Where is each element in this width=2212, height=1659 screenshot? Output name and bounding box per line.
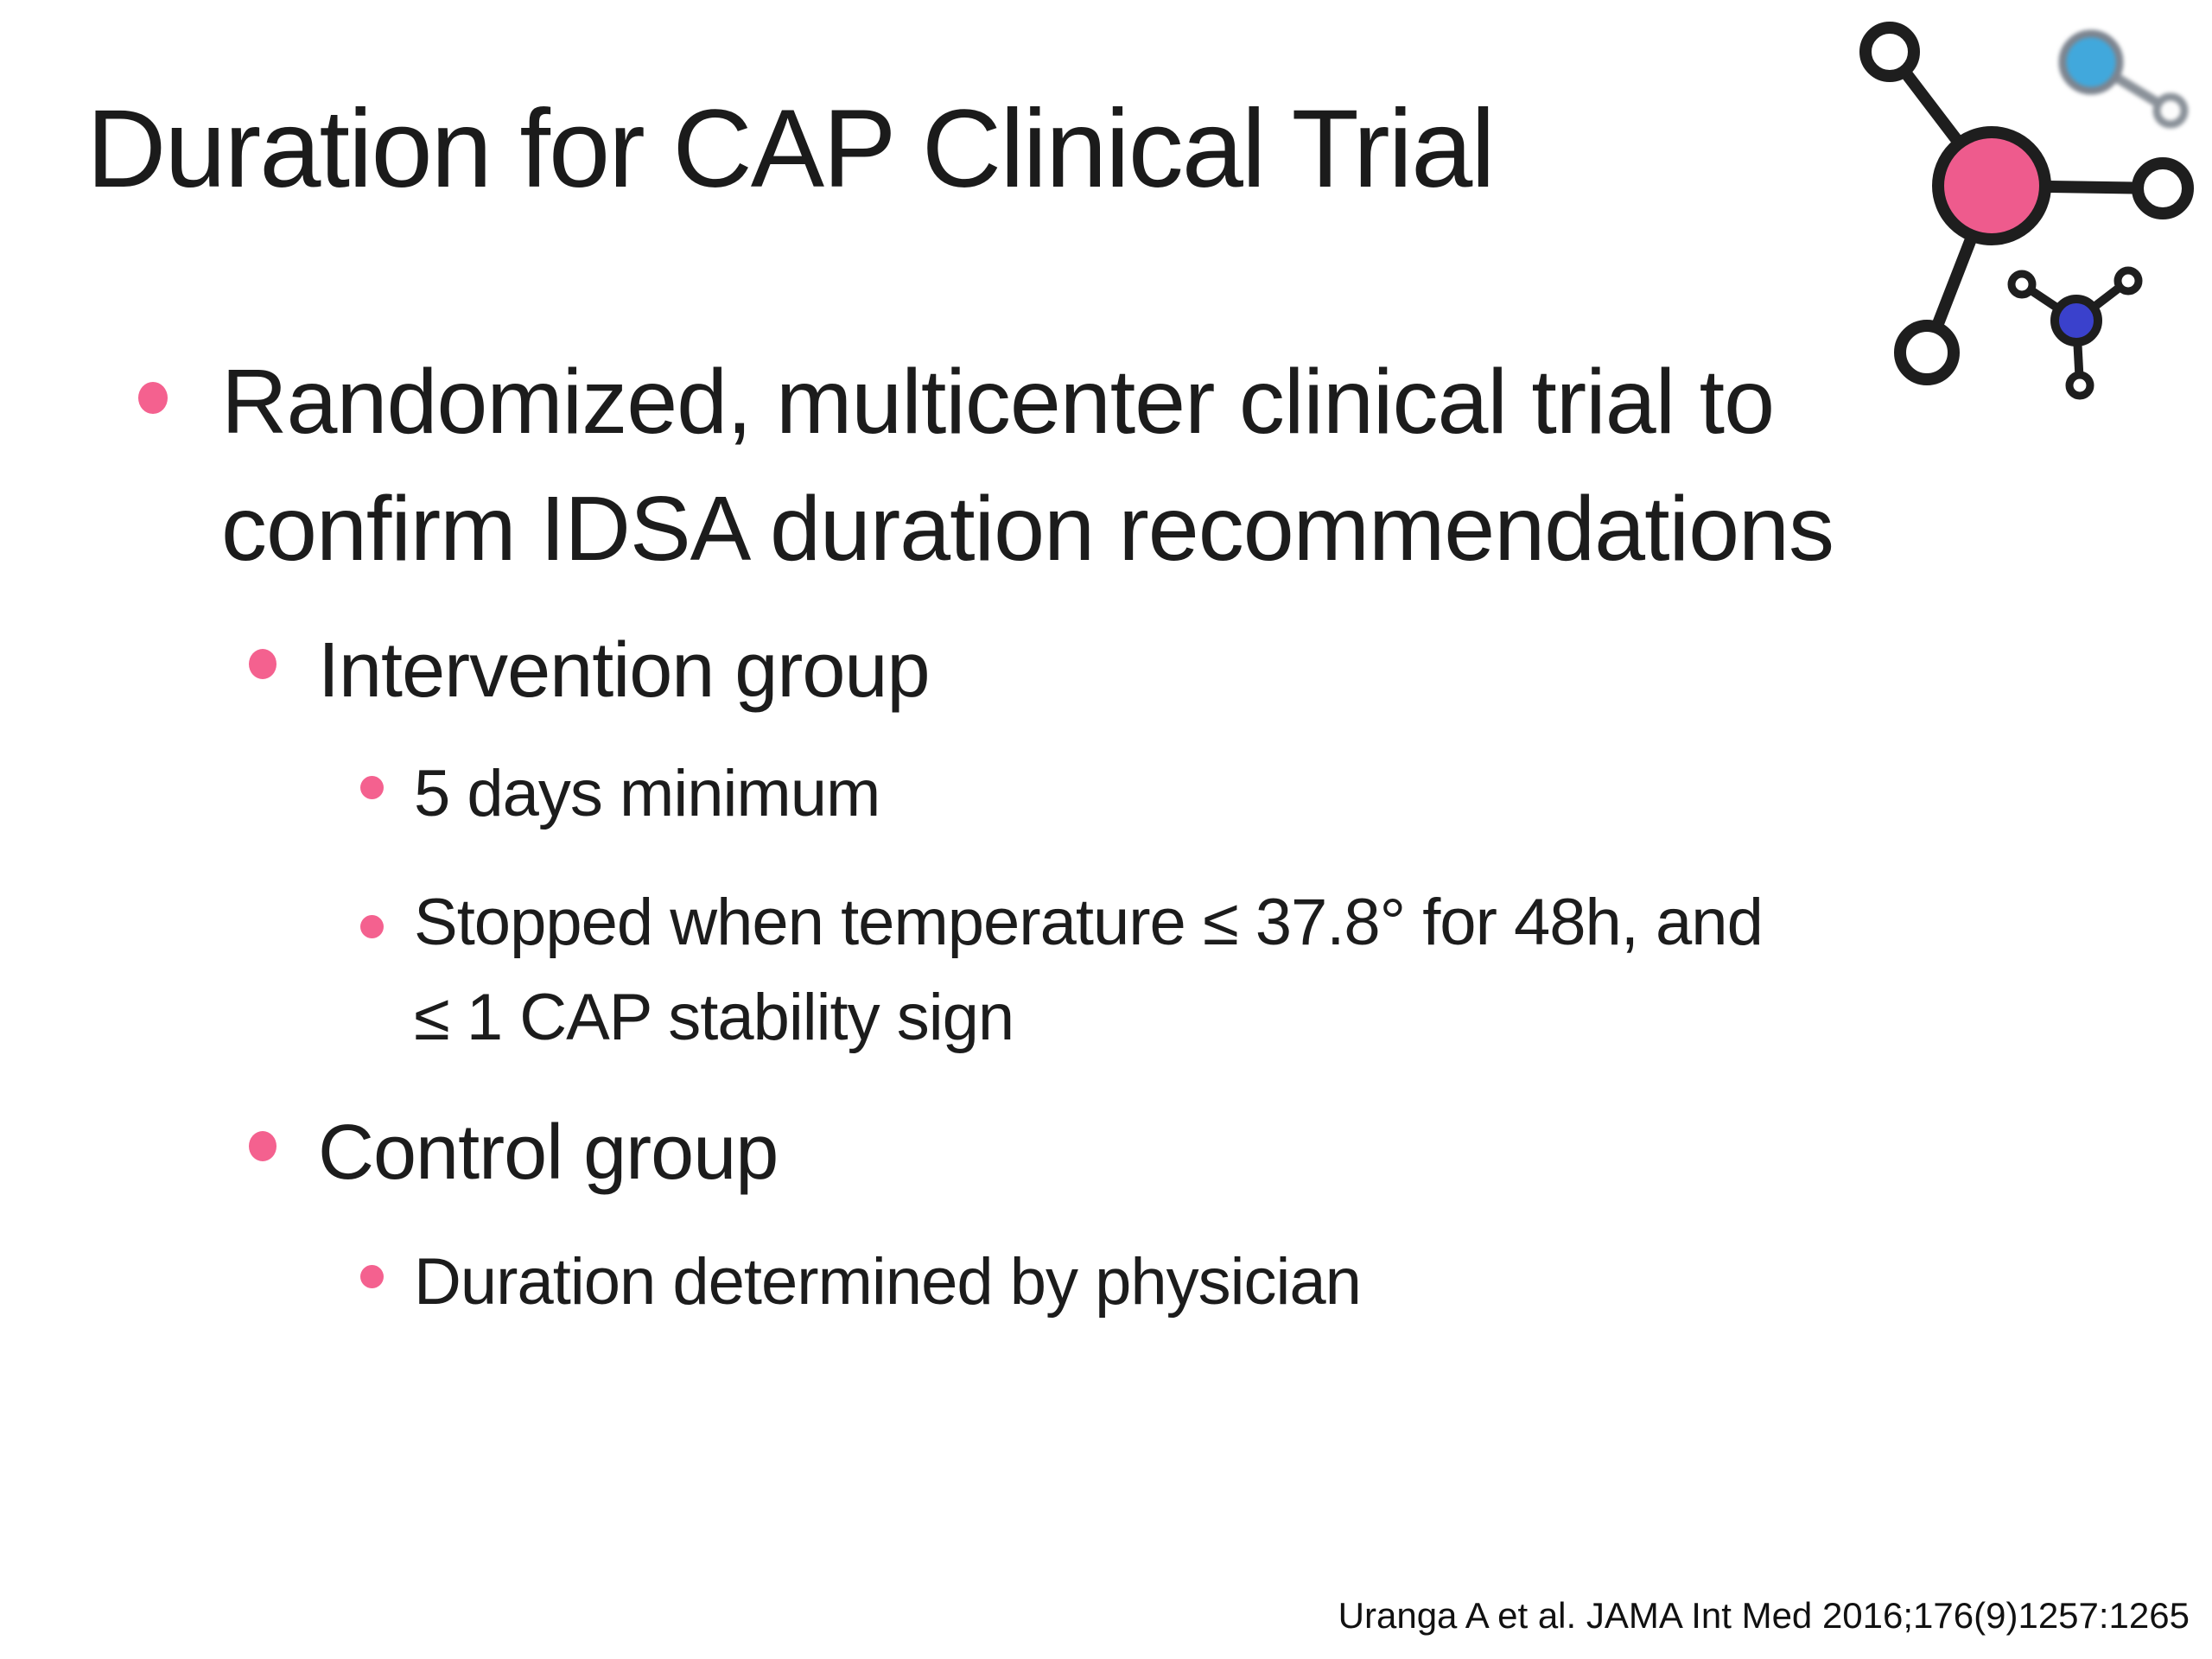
bullet-text: Stopped when temperature ≤ 37.8° for 48h… xyxy=(414,886,1764,1055)
bullet-dot-icon xyxy=(249,1131,276,1161)
bullet-text: Randomized, multicenter clinical trial t… xyxy=(221,351,1834,581)
small-atom-circle xyxy=(2113,266,2143,296)
slide-title: Duration for CAP Clinical Trial xyxy=(86,87,1496,211)
small-atom-circle xyxy=(1859,22,1920,82)
molecule-navy-atom-group xyxy=(2007,266,2143,400)
small-atom-circle xyxy=(2152,92,2189,129)
bullet-text: Intervention group xyxy=(318,627,930,714)
molecule-logo xyxy=(1859,22,2194,400)
bullet-dot-icon xyxy=(360,776,384,799)
bullet-text: 5 days minimum xyxy=(414,757,880,830)
small-atom-circle xyxy=(2132,157,2194,219)
bullet-dot-icon xyxy=(249,649,276,679)
small-atom-circle xyxy=(2007,270,2037,299)
navy-atom xyxy=(2050,295,2102,346)
bullet-item-l3: Stopped when temperature ≤ 37.8° for 48h… xyxy=(360,875,1764,1065)
molecule-blue-atom-group xyxy=(2058,29,2189,129)
bullet-item-l3: 5 days minimum xyxy=(360,754,880,833)
citation: Uranga A et al. JAMA Int Med 2016;176(9)… xyxy=(1338,1595,2190,1636)
small-atom-circle xyxy=(2065,371,2094,400)
bullet-item-l2: Intervention group xyxy=(249,624,930,717)
bullet-item-l2: Control group xyxy=(249,1106,779,1199)
small-atom-circle xyxy=(1894,320,1960,385)
bullet-dot-icon xyxy=(360,915,384,938)
bullet-dot-icon xyxy=(138,382,168,414)
bullet-item-l1: Randomized, multicenter clinical trial t… xyxy=(138,339,1834,594)
molecule-pink-atom-group xyxy=(1859,22,2194,385)
bullet-item-l3: Duration determined by physician xyxy=(360,1243,1362,1321)
pink-atom xyxy=(1932,126,2051,245)
bullet-text: Duration determined by physician xyxy=(414,1245,1362,1319)
bullet-text: Control group xyxy=(318,1109,779,1196)
bullet-dot-icon xyxy=(360,1265,384,1288)
light-blue-atom xyxy=(2058,29,2124,95)
